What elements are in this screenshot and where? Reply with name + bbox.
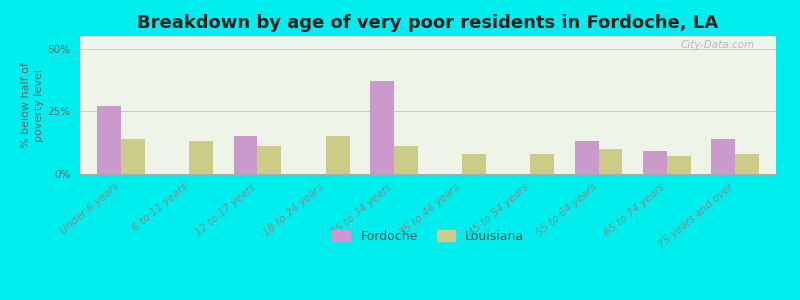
Bar [667,156,690,174]
Bar [643,152,667,174]
Y-axis label: % below half of
poverty level: % below half of poverty level [21,62,44,148]
Bar [189,141,213,174]
Legend: Fordoche, Louisiana: Fordoche, Louisiana [326,225,530,248]
Bar [326,136,350,174]
Title: Breakdown by age of very poor residents in Fordoche, LA: Breakdown by age of very poor residents … [138,14,718,32]
Bar [711,139,735,174]
Bar [574,141,598,174]
Bar [394,146,418,174]
Bar [598,149,622,174]
Bar [530,154,554,174]
Bar [121,139,145,174]
Bar [258,146,282,174]
Bar [97,106,121,174]
Bar [462,154,486,174]
Text: City-Data.com: City-Data.com [681,40,755,50]
Bar [234,136,258,174]
Bar [370,81,394,174]
Bar [735,154,759,174]
